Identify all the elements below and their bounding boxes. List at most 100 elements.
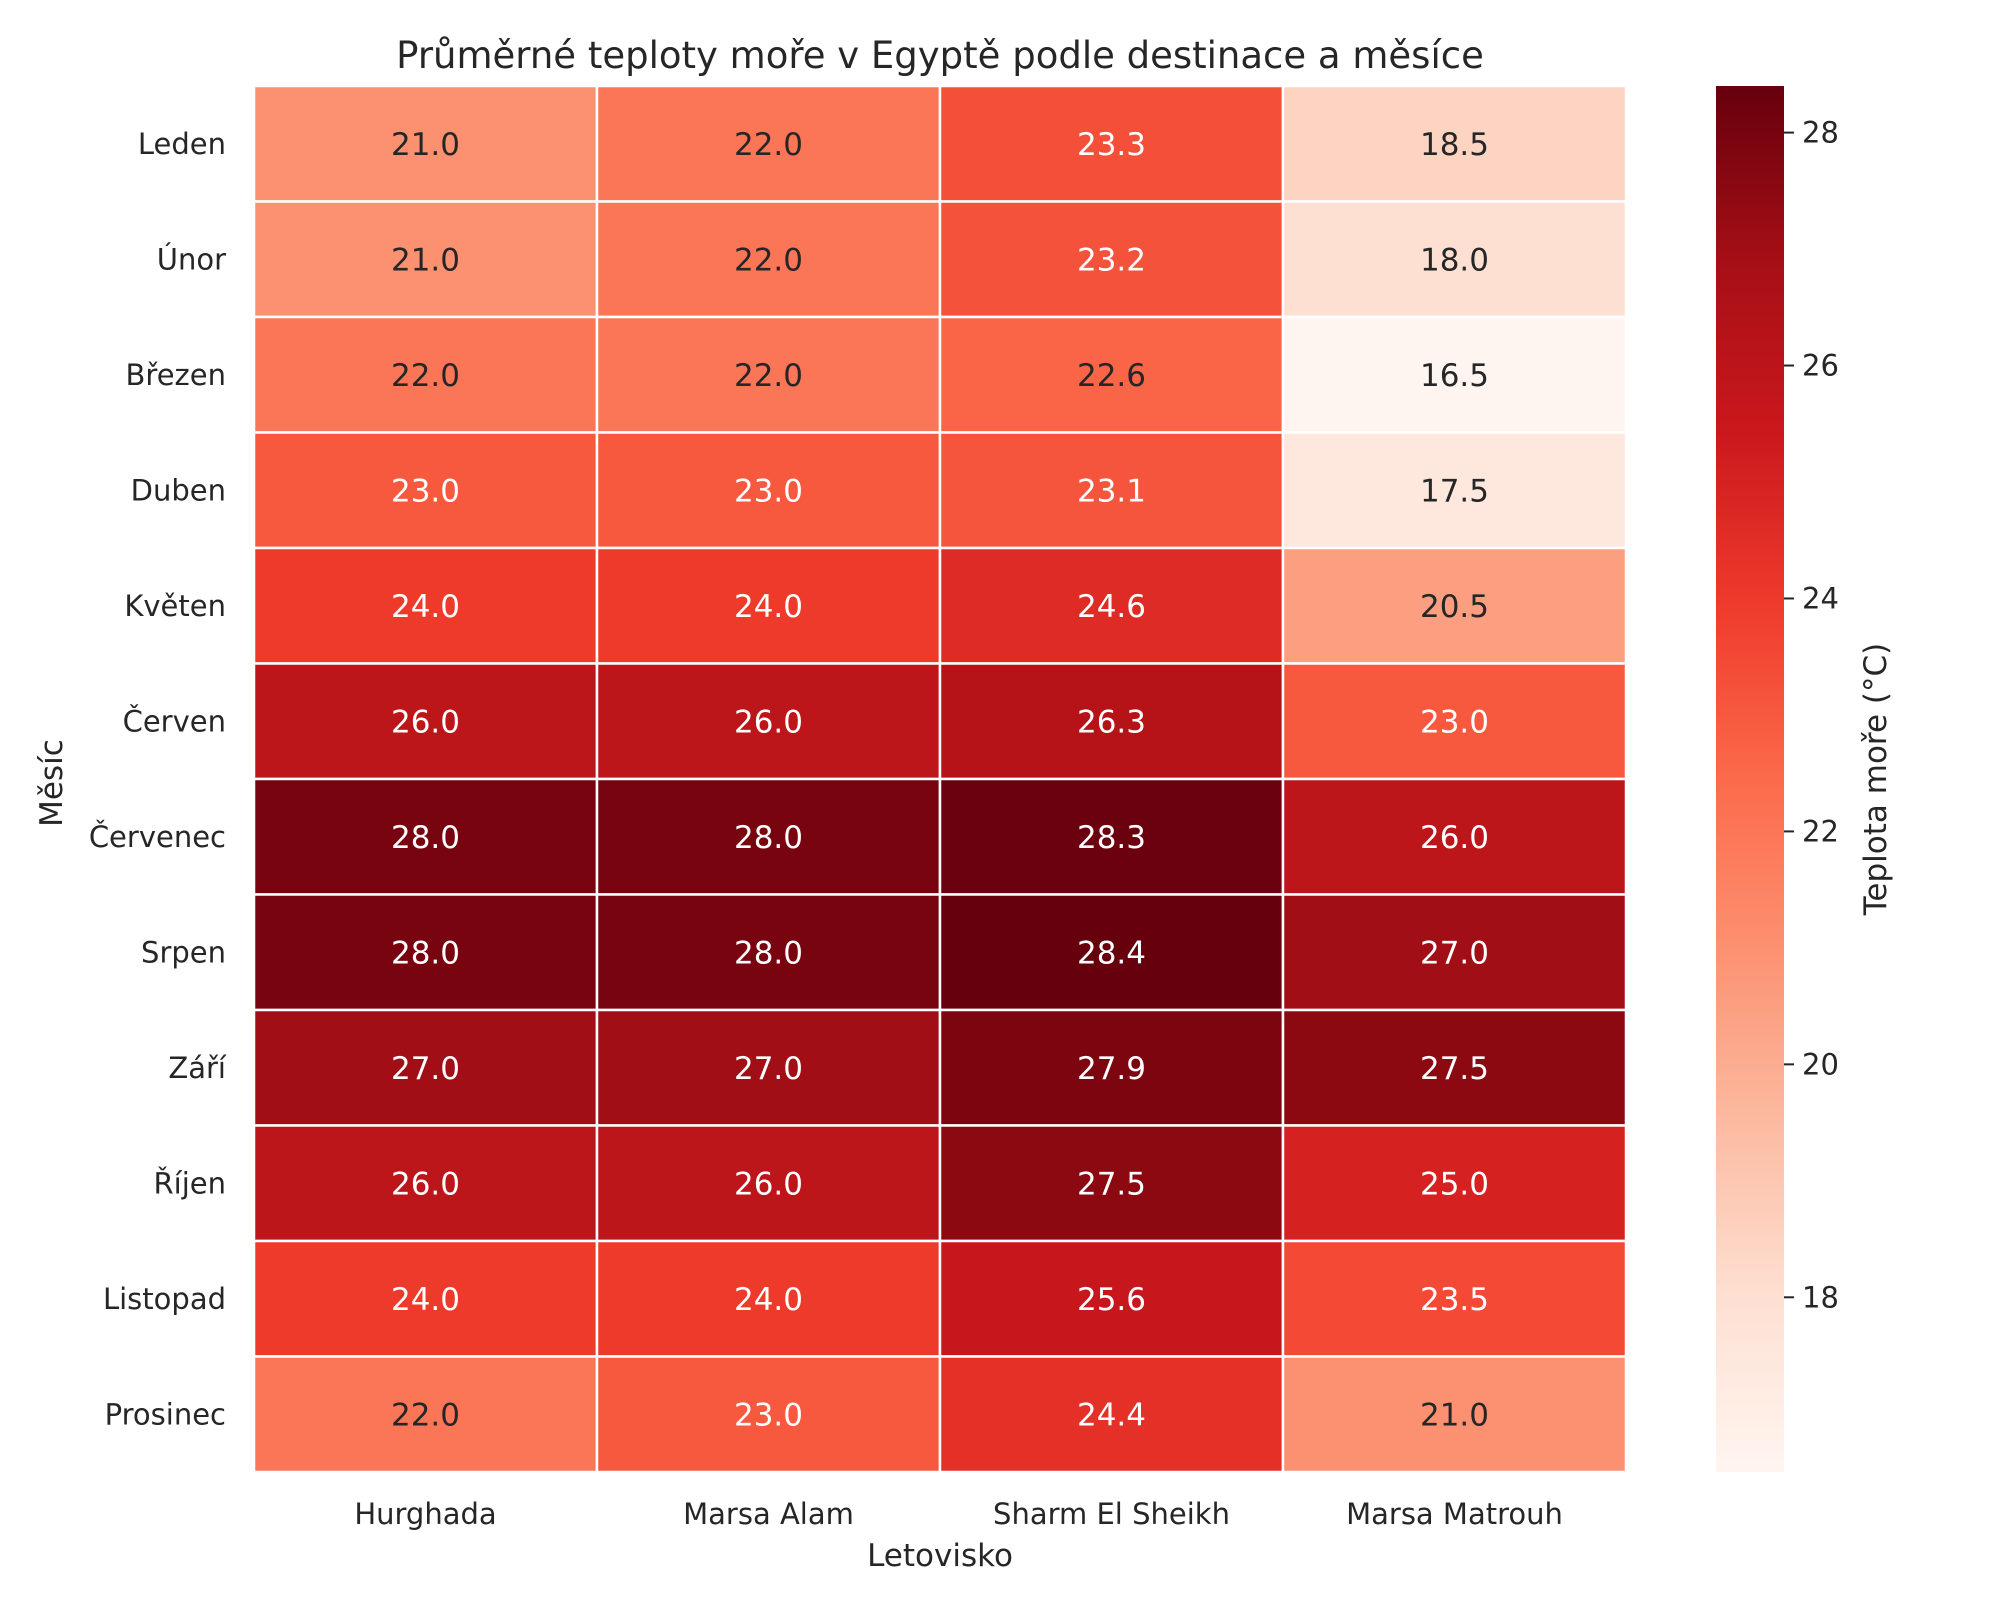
heatmap-cells: 21.0 22.0 23.3 18.5 21.0 22.0 23.2 18.0 22.0 22.0… xyxy=(252,84,1628,1474)
heatmap-cell xyxy=(938,662,1285,781)
cell-value-label: 18.5 xyxy=(1420,127,1489,163)
cell-value-label: 27.5 xyxy=(1077,1166,1146,1202)
cell-value-label: 20.5 xyxy=(1420,589,1489,625)
heatmap-cell xyxy=(1281,431,1628,550)
heatmap-cell xyxy=(595,84,942,203)
cell-value-label: 24.0 xyxy=(391,589,460,625)
heatmap-cell xyxy=(938,1239,1285,1358)
cell-value-label: 26.0 xyxy=(391,704,460,740)
heatmap-cell xyxy=(595,546,942,665)
heatmap-cell xyxy=(938,1124,1285,1243)
cell-value-label: 26.3 xyxy=(1077,704,1146,740)
heatmap-cell xyxy=(1281,84,1628,203)
cell-value-label: 24.4 xyxy=(1077,1397,1146,1433)
y-tick-label: Listopad xyxy=(103,1282,226,1316)
x-tick-label: Hurghada xyxy=(354,1497,496,1531)
heatmap-cell xyxy=(595,315,942,434)
cell-value-label: 26.0 xyxy=(1420,820,1489,856)
cell-value-label: 23.0 xyxy=(1420,704,1489,740)
y-tick-label: Prosinec xyxy=(105,1397,226,1431)
heatmap-cell xyxy=(595,1239,942,1358)
heatmap-cell xyxy=(1281,1355,1628,1474)
colorbar-tick-label: 18 xyxy=(1802,1280,1839,1314)
heatmap-cell xyxy=(1281,200,1628,319)
cell-value-label: 28.0 xyxy=(734,935,803,971)
cell-value-label: 17.5 xyxy=(1420,473,1489,509)
colorbar-tick-label: 28 xyxy=(1802,116,1839,150)
cell-value-label: 23.0 xyxy=(391,473,460,509)
heatmap-cell xyxy=(938,777,1285,896)
x-axis-label: Letovisko xyxy=(867,1538,1013,1574)
y-tick-label: Červen xyxy=(123,704,226,738)
cell-value-label: 23.5 xyxy=(1420,1282,1489,1318)
heatmap-cell xyxy=(1281,1239,1628,1358)
y-tick-label: Duben xyxy=(131,473,226,507)
cell-value-label: 24.0 xyxy=(734,1282,803,1318)
cell-value-label: 21.0 xyxy=(391,127,460,163)
cell-value-label: 28.3 xyxy=(1077,820,1146,856)
cell-value-label: 27.0 xyxy=(1420,935,1489,971)
cell-value-label: 21.0 xyxy=(1420,1397,1489,1433)
cell-value-label: 21.0 xyxy=(391,242,460,278)
heatmap-cell xyxy=(595,1355,942,1474)
cell-value-label: 22.0 xyxy=(734,127,803,163)
y-tick-label: Leden xyxy=(138,127,226,161)
colorbar-tick-label: 26 xyxy=(1802,349,1839,383)
colorbar-label: Teplota moře (°C) xyxy=(1858,643,1894,917)
cell-value-label: 28.0 xyxy=(391,820,460,856)
cell-value-label: 22.0 xyxy=(391,358,460,394)
colorbar-ticks: 18 20 22 24 26 28 xyxy=(1784,116,1839,1314)
colorbar-tick-label: 22 xyxy=(1802,814,1839,848)
chart-title: Průměrné teploty moře v Egyptě podle des… xyxy=(396,34,1484,77)
heatmap-cell xyxy=(252,662,599,781)
cell-value-label: 25.0 xyxy=(1420,1166,1489,1202)
cell-value-label: 23.1 xyxy=(1077,473,1146,509)
heatmap-cell xyxy=(1281,777,1628,896)
cell-value-label: 16.5 xyxy=(1420,358,1489,394)
heatmap-cell xyxy=(595,200,942,319)
y-axis-ticks: Leden Únor Březen Duben Květen Červen Červenec… xyxy=(89,127,227,1432)
cell-value-label: 27.9 xyxy=(1077,1051,1146,1087)
heatmap-cell xyxy=(1281,546,1628,665)
cell-value-label: 23.2 xyxy=(1077,242,1146,278)
y-tick-label: Květen xyxy=(124,589,226,623)
x-tick-label: Marsa Matrouh xyxy=(1346,1497,1563,1531)
heatmap-cell xyxy=(1281,1008,1628,1127)
cell-value-label: 24.0 xyxy=(734,589,803,625)
cell-value-label: 24.6 xyxy=(1077,589,1146,625)
y-tick-label: Září xyxy=(168,1051,227,1085)
cell-value-label: 22.0 xyxy=(391,1397,460,1433)
colorbar xyxy=(1716,86,1784,1472)
cell-value-label: 25.6 xyxy=(1077,1282,1146,1318)
y-axis-label: Měsíc xyxy=(34,739,70,827)
heatmap-cell xyxy=(252,1124,599,1243)
y-tick-label: Říjen xyxy=(154,1166,227,1200)
cell-value-label: 27.0 xyxy=(734,1051,803,1087)
heatmap-cell xyxy=(252,893,599,1012)
cell-value-label: 22.0 xyxy=(734,242,803,278)
y-tick-label: Březen xyxy=(126,358,226,392)
heatmap-cell xyxy=(252,777,599,896)
heatmap-cell xyxy=(252,84,599,203)
colorbar-tick-label: 24 xyxy=(1802,581,1839,615)
cell-value-label: 23.0 xyxy=(734,473,803,509)
heatmap-cell xyxy=(938,546,1285,665)
heatmap-cell xyxy=(252,546,599,665)
cell-value-label: 23.0 xyxy=(734,1397,803,1433)
y-tick-label: Červenec xyxy=(89,820,226,854)
heatmap-cell xyxy=(938,84,1285,203)
cell-value-label: 28.0 xyxy=(391,935,460,971)
cell-value-label: 27.0 xyxy=(391,1051,460,1087)
cell-value-label: 24.0 xyxy=(391,1282,460,1318)
heatmap-cell xyxy=(252,1355,599,1474)
heatmap-cell xyxy=(595,662,942,781)
cell-value-label: 22.6 xyxy=(1077,358,1146,394)
cell-value-label: 26.0 xyxy=(734,1166,803,1202)
heatmap-cell xyxy=(938,893,1285,1012)
cell-value-label: 22.0 xyxy=(734,358,803,394)
cell-value-label: 23.3 xyxy=(1077,127,1146,163)
x-axis-ticks: Hurghada Marsa Alam Sharm El Sheikh Marsa M… xyxy=(354,1497,1563,1531)
cell-value-label: 28.4 xyxy=(1077,935,1146,971)
